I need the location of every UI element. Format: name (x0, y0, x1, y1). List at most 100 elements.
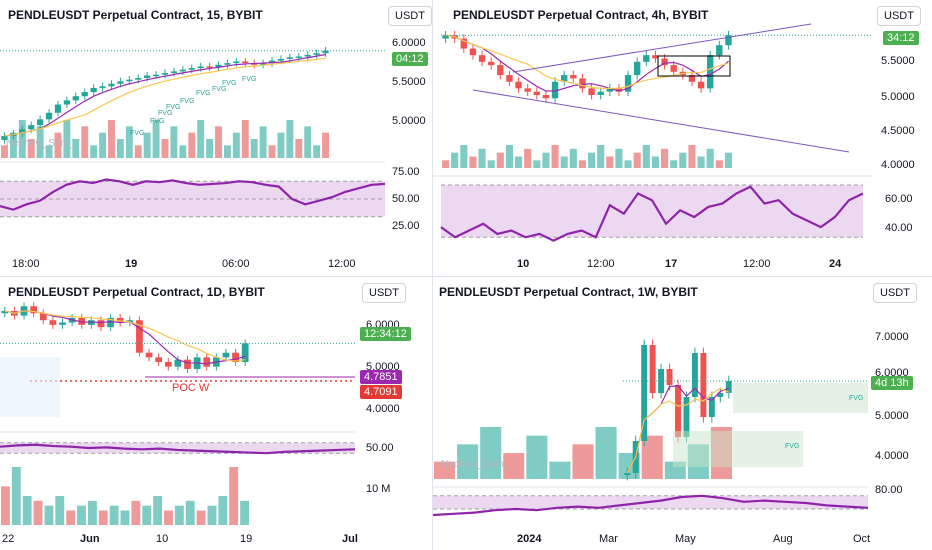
candle-body (716, 45, 723, 56)
candle-body (469, 48, 477, 56)
candle-body (97, 320, 105, 328)
volume-bar (215, 126, 222, 158)
chart-canvas-1w[interactable] (433, 277, 932, 550)
volume-bar (633, 152, 641, 168)
volume-bar (569, 148, 577, 168)
candle-body (108, 83, 115, 87)
volume-bar (706, 148, 714, 168)
currency-button[interactable]: USDT (362, 283, 406, 303)
currency-button[interactable]: USDT (873, 283, 917, 303)
price-axis-label: 5.5000 (881, 55, 915, 67)
candle-body (1, 135, 8, 141)
chart-canvas-15m[interactable] (0, 0, 432, 276)
candle-body (487, 61, 495, 66)
volume-axis-label: 10 M (366, 483, 391, 495)
volume-bar (250, 139, 258, 158)
volume-bar (268, 145, 276, 158)
candle-body (126, 79, 133, 82)
candle-body (661, 58, 668, 66)
volume-bar (434, 461, 456, 479)
volume-bar (90, 145, 98, 158)
candle-body (164, 362, 172, 367)
countdown-tag: 34:12 (883, 31, 919, 45)
volume-bar (651, 156, 659, 168)
chart-panel-1d[interactable]: PENDLEUSDT Perpetual Contract, 1D, BYBIT… (0, 277, 432, 550)
fvg-label: FVG (785, 443, 800, 450)
time-axis-label: 06:00 (222, 258, 250, 270)
price-axis-label: 5.5000 (392, 76, 426, 88)
volume-bar (161, 139, 169, 158)
volume-bar (9, 132, 17, 158)
chart-panel-4h[interactable]: PENDLEUSDT Perpetual Contract, 4h, BYBIT… (433, 0, 932, 276)
candle-body (197, 66, 204, 69)
candle-body (670, 65, 677, 72)
candle-body (28, 125, 35, 130)
volume-bar (44, 505, 54, 525)
candle-body (145, 352, 153, 358)
candle-body (136, 320, 143, 353)
price-axis-label: 6.0000 (392, 37, 426, 49)
currency-button[interactable]: USDT (388, 6, 432, 26)
time-axis-label: Mar (599, 533, 618, 545)
rsi-axis-label: 40.00 (885, 222, 913, 234)
volume-bar (641, 435, 663, 479)
volume-bar (661, 148, 669, 168)
moving-average-line (4, 57, 326, 137)
volume-bar (524, 148, 532, 168)
volume-bar (480, 427, 502, 479)
candle-body (708, 397, 715, 417)
chart-canvas-1d[interactable] (0, 277, 432, 550)
volume-bar (724, 152, 732, 168)
volume-bar (170, 126, 178, 158)
currency-button[interactable]: USDT (877, 6, 921, 26)
candle-body (624, 75, 632, 92)
candle-body (161, 73, 169, 75)
volume-bar (206, 139, 214, 158)
time-axis-label: May (675, 533, 696, 545)
horizontal-divider (0, 276, 932, 277)
candle-body (277, 58, 285, 61)
volume-bar (143, 132, 151, 158)
volume-bar (98, 510, 108, 525)
candle-body (542, 95, 550, 99)
rsi-axis-label: 25.00 (392, 220, 420, 232)
time-axis-label: Aug (773, 533, 793, 545)
rsi-axis-label: 60.00 (885, 193, 913, 205)
chart-panel-15m[interactable]: PENDLEUSDT Perpetual Contract, 15, BYBIT… (0, 0, 432, 276)
chart-canvas-4h[interactable] (433, 0, 932, 276)
chart-panel-1w[interactable]: PENDLEUSDT Perpetual Contract, 1W, BYBIT… (433, 277, 932, 550)
candle-body (233, 61, 240, 64)
volume-bar (207, 505, 217, 525)
candle-body (203, 357, 211, 367)
candle-body (560, 75, 568, 82)
volume-bar (595, 427, 617, 479)
volume-bar (153, 496, 163, 525)
volume-bar (679, 152, 687, 168)
fvg-zone (733, 383, 868, 413)
volume-bar (45, 145, 53, 158)
candle-body (460, 38, 468, 49)
time-axis-label: 10 (517, 258, 530, 270)
candle-body (551, 81, 559, 99)
volume-bar (313, 145, 321, 158)
volume-bar (578, 160, 586, 168)
volume-bar (152, 120, 160, 158)
candle-body (286, 57, 293, 59)
candle-body (179, 69, 186, 72)
candle-body (295, 56, 302, 58)
volume-bar (549, 461, 571, 479)
candle-body (322, 50, 329, 54)
volume-bar (588, 152, 596, 168)
volume-bar (54, 132, 62, 158)
volume-bar (1, 486, 10, 525)
volume-bar (572, 444, 594, 479)
rsi-band (441, 185, 863, 238)
volume-bar (697, 156, 705, 168)
rsi-axis-label: 80.00 (875, 484, 903, 496)
time-axis-label: Jun (80, 533, 100, 545)
volume-bar (66, 510, 76, 525)
candle-body (170, 71, 178, 74)
time-axis-label: 12:00 (328, 258, 356, 270)
volume-bar (503, 453, 525, 479)
trend-line-lower (472, 89, 850, 153)
